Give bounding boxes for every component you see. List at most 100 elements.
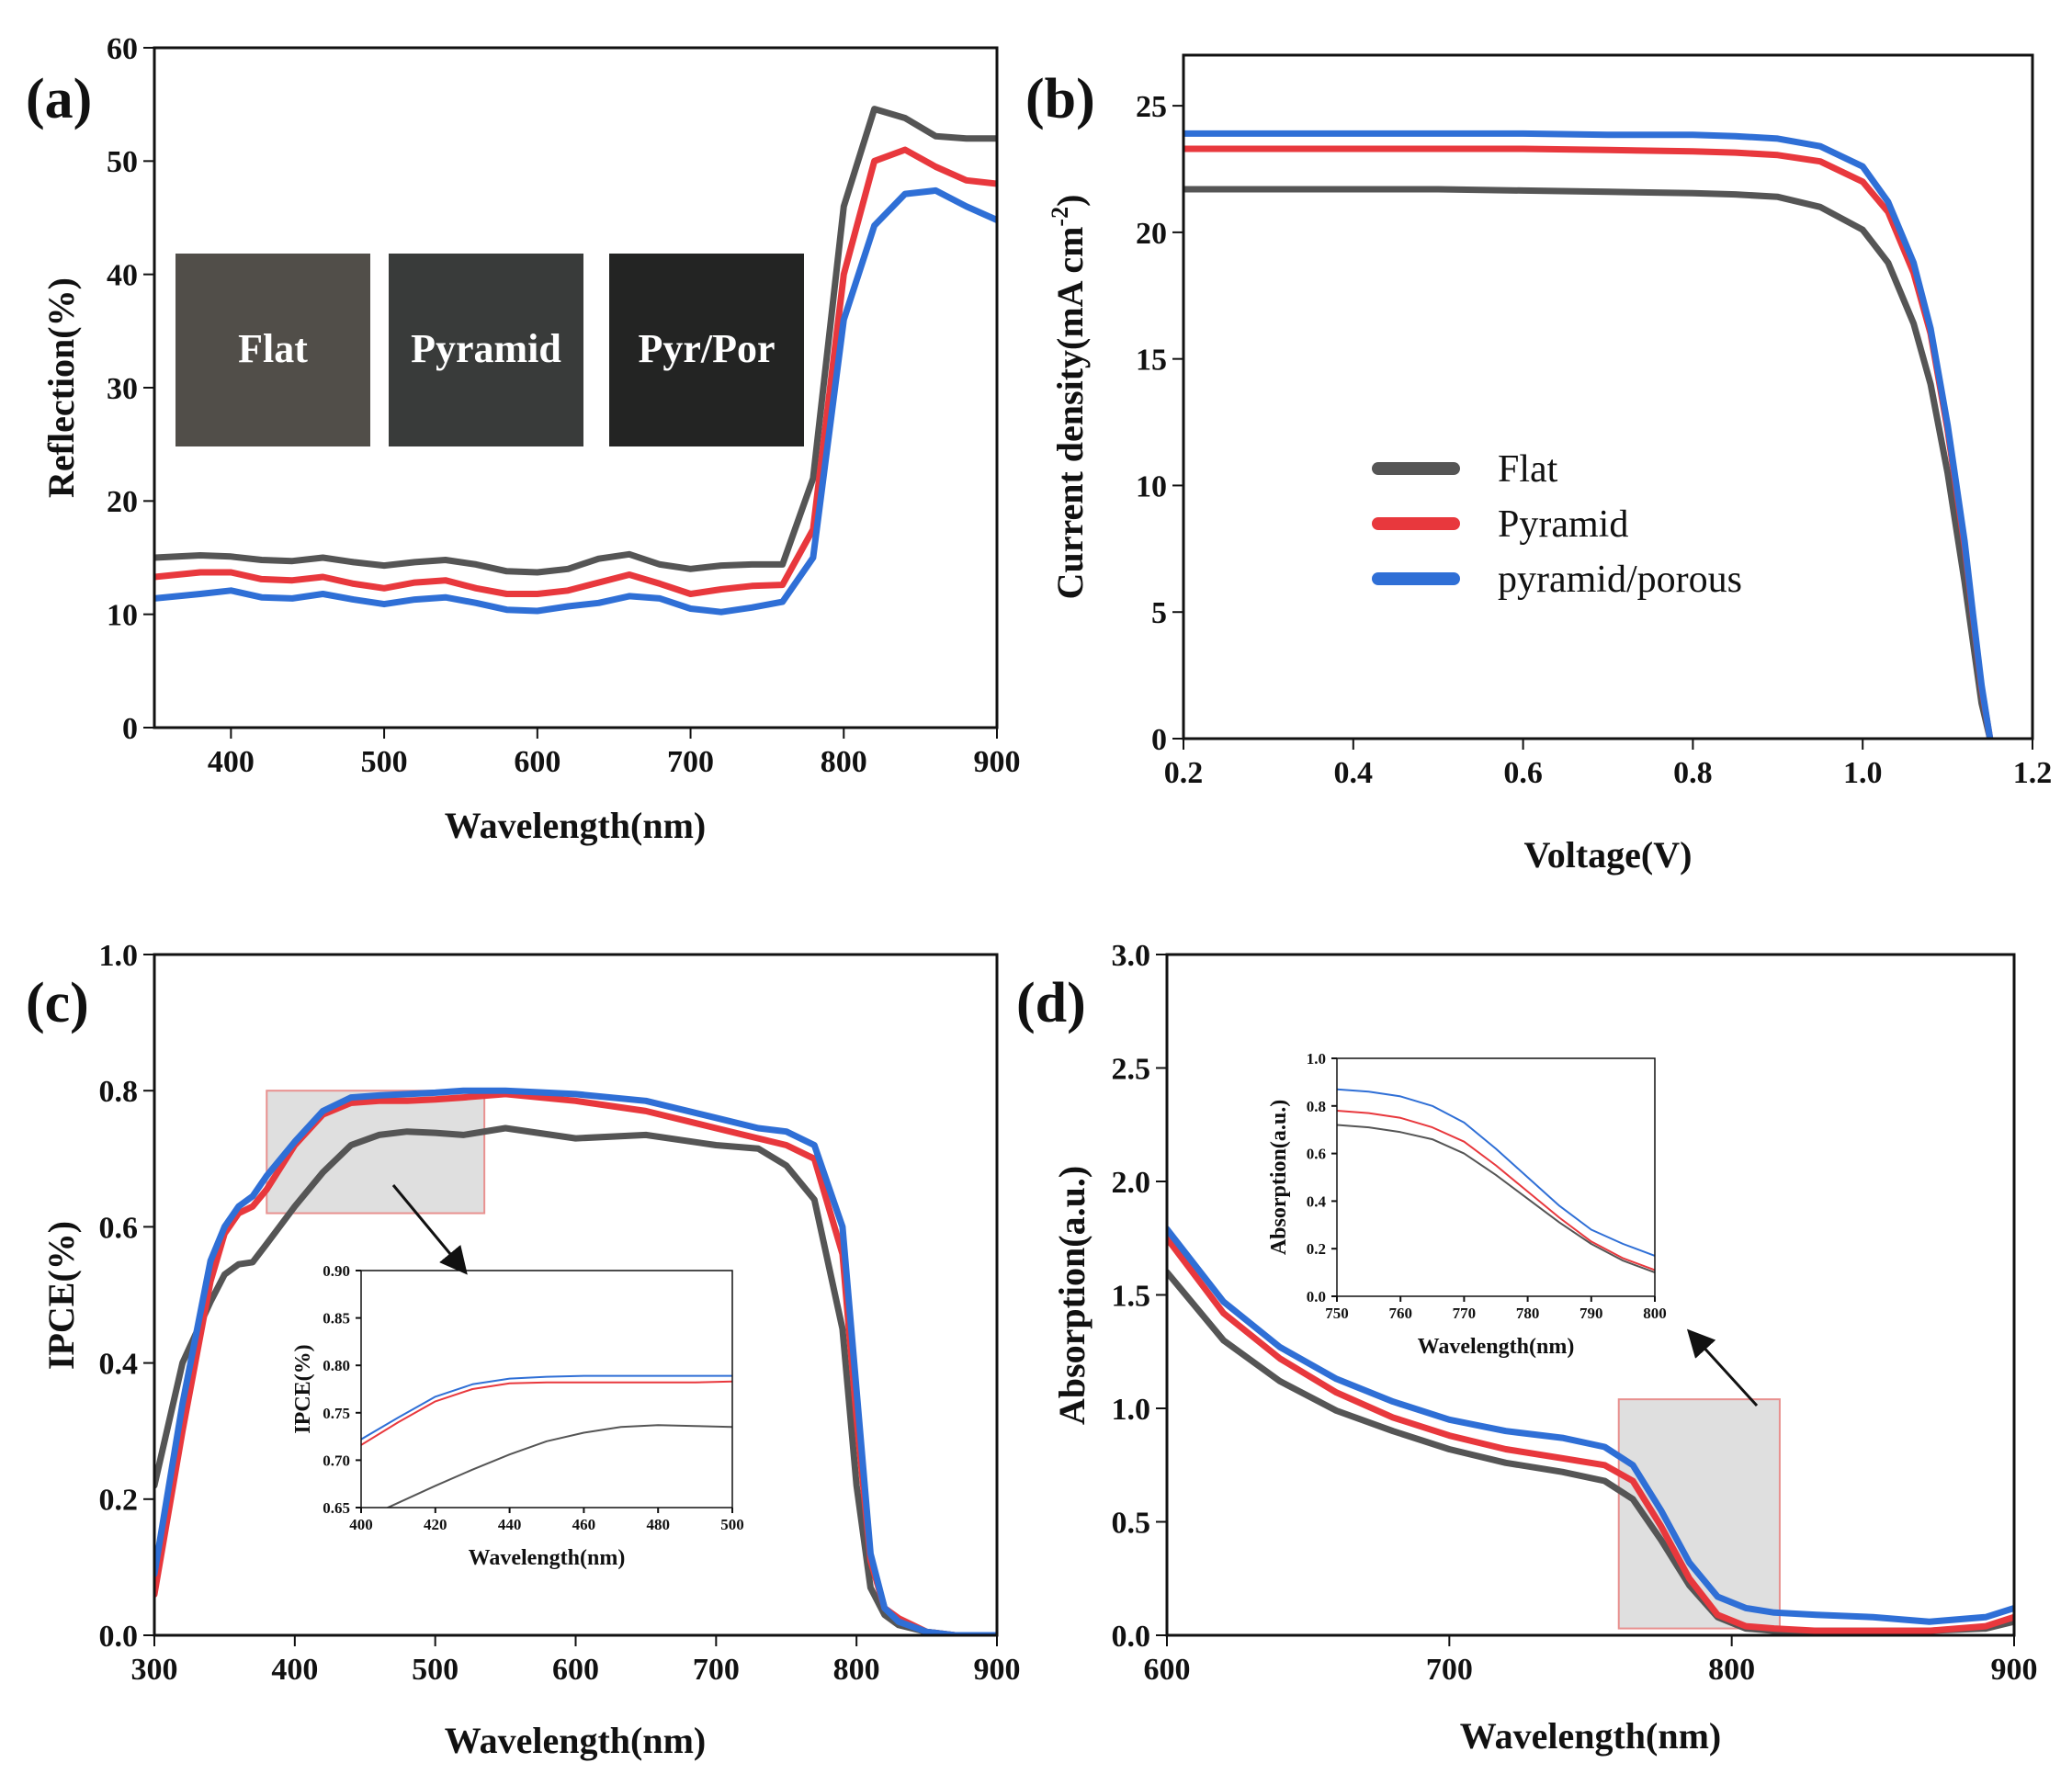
inset-chart: 400 420 440 460 480 500 0.65 0.70 0.75 0.80 0.85 0.…	[291, 1262, 744, 1570]
y-tick-label: 0.65	[323, 1499, 350, 1517]
series-line-pyramid-porous	[1167, 1226, 2014, 1625]
x-tick-label: 400	[208, 745, 255, 779]
y-axis-label-text: IPCE(%)	[40, 1221, 82, 1370]
plot-frame	[1165, 953, 2016, 1637]
panel-b: 0.2 0.4 0.6 0.8 1.0 1.2 0 5 10 15 20 25 (b) Voltage(V…	[1025, 53, 2052, 876]
y-tick-label: 0.85	[323, 1310, 350, 1328]
series-line-flat	[1183, 186, 1994, 739]
plot-frame	[153, 953, 999, 1637]
sample-photo-label: Flat	[238, 326, 308, 371]
panel-label: (b)	[1025, 68, 1095, 130]
y-tick-label: 0.2	[99, 1484, 139, 1518]
x-tick-label: 0.6	[1503, 756, 1543, 790]
sample-photo-1	[389, 254, 583, 446]
y-axis-label-text: Reflection(%)	[40, 277, 82, 498]
y-axis-label-text: Current density(mA cm	[1049, 227, 1091, 600]
y-tick-label: 0.2	[1307, 1240, 1326, 1258]
plot-frame	[1182, 53, 2034, 740]
x-tick-label: 800	[1643, 1305, 1667, 1322]
inset-frame	[1336, 1057, 1656, 1297]
y-tick-label: 10	[1136, 469, 1167, 503]
y-tick-label: 20	[107, 485, 138, 519]
x-tick-label: 900	[1991, 1653, 2038, 1687]
y-tick-label: 40	[107, 259, 138, 293]
series-line-pyramid-porous	[154, 186, 997, 616]
y-tick-label: 0.8	[99, 1075, 139, 1109]
x-tick-label: 770	[1453, 1305, 1477, 1322]
x-tick-label: 780	[1516, 1305, 1540, 1322]
y-tick-label: 0.4	[1307, 1192, 1327, 1210]
y-tick-label: 1.0	[99, 939, 139, 973]
inset-background	[361, 1271, 732, 1508]
y-axis-label-superscript: -2	[1047, 207, 1073, 227]
series-line-pyramid-porous	[361, 1374, 732, 1441]
y-axis-label: Current density(mA cm-2)	[1047, 195, 1091, 600]
series-line-pyramid-porous	[1183, 130, 1994, 739]
x-tick-label: 760	[1388, 1305, 1412, 1322]
series-line-pyramid	[361, 1380, 732, 1446]
y-tick-label: 5	[1151, 596, 1167, 630]
sample-photo-label: Pyramid	[411, 326, 561, 371]
x-tick-label: 800	[1708, 1653, 1755, 1687]
x-tick-label: 700	[1426, 1653, 1473, 1687]
x-tick-label: 0.2	[1164, 756, 1204, 790]
x-tick-label: 440	[498, 1516, 522, 1533]
series-line-pyramid	[1167, 1235, 2014, 1634]
x-tick-label: 800	[833, 1653, 880, 1687]
y-axis-label: Reflection(%)	[40, 277, 82, 498]
x-tick-label: 300	[131, 1653, 178, 1687]
y-tick-label: 0.5	[1112, 1506, 1151, 1540]
series-line-pyramid	[1337, 1110, 1655, 1271]
y-tick-label: 15	[1136, 344, 1167, 378]
panel-label: (c)	[26, 972, 89, 1034]
inset-chart: 750 760 770 780 790 800 0.0 0.2 0.4 0.6 0.8 1.0 Wave…	[1267, 1050, 1667, 1359]
y-tick-label: 0.6	[1307, 1146, 1326, 1163]
x-axis-label: Wavelength(nm)	[445, 1720, 706, 1761]
panel-a: 400 500 600 700 800 900 0 10 20 30 40 50 60 (a) Wavele…	[26, 32, 1021, 846]
inset-y-axis-label: Absorption(a.u.)	[1267, 1100, 1291, 1255]
x-tick-label: 500	[720, 1516, 744, 1533]
x-tick-label: 500	[361, 745, 408, 779]
y-axis-label: Absorption(a.u.)	[1051, 1166, 1093, 1425]
legend-entry: Flat	[1498, 448, 1558, 491]
x-tick-label: 700	[693, 1653, 740, 1687]
panel-c: 300 400 500 600 700 800 900 0.0 0.2 0.4 0.6 0.8 1.0 (…	[26, 939, 1021, 1761]
inset-background	[1337, 1058, 1655, 1296]
sample-photo-0	[175, 254, 370, 446]
x-tick-label: 0.8	[1673, 756, 1713, 790]
series-line-flat	[154, 1124, 997, 1635]
x-tick-label: 750	[1325, 1305, 1349, 1322]
x-tick-label: 1.0	[1843, 756, 1883, 790]
x-tick-label: 700	[667, 745, 714, 779]
y-tick-label: 0.90	[323, 1262, 350, 1280]
zoom-arrow-c	[391, 1184, 468, 1275]
series-line-flat	[1337, 1124, 1655, 1274]
y-axis-label: IPCE(%)	[40, 1221, 82, 1370]
y-tick-label: 0.4	[99, 1348, 139, 1382]
legend-entry: Pyramid	[1498, 503, 1628, 546]
y-tick-label: 0.70	[323, 1452, 350, 1469]
x-tick-label: 420	[424, 1516, 447, 1533]
y-tick-label: 2.5	[1112, 1052, 1151, 1086]
y-tick-label: 20	[1136, 217, 1167, 251]
y-tick-label: 1.5	[1112, 1279, 1151, 1313]
series-line-flat	[1167, 1269, 2014, 1634]
plot-frame	[153, 46, 999, 729]
x-tick-label: 790	[1579, 1305, 1603, 1322]
x-tick-label: 900	[974, 745, 1021, 779]
inset-x-axis-label: Wavelength(nm)	[469, 1546, 626, 1570]
y-tick-label: 0.8	[1307, 1098, 1326, 1115]
y-tick-label: 10	[107, 599, 138, 633]
panel-d: 600 700 800 900 0.0 0.5 1.0 1.5 2.0 2.5 3.0 (d) Wave…	[1016, 939, 2038, 1757]
inset-x-axis-label: Wavelength(nm)	[1418, 1335, 1575, 1359]
x-tick-label: 800	[821, 745, 867, 779]
x-axis-label: Wavelength(nm)	[445, 805, 706, 846]
sample-photo-label: Pyr/Por	[638, 326, 775, 371]
x-tick-label: 0.4	[1334, 756, 1374, 790]
zoom-arrow-d	[1686, 1328, 1759, 1407]
x-tick-label: 900	[974, 1653, 1021, 1687]
x-tick-label: 400	[349, 1516, 373, 1533]
y-tick-label: 0.0	[1112, 1620, 1151, 1654]
y-tick-label: 2.0	[1112, 1166, 1151, 1200]
